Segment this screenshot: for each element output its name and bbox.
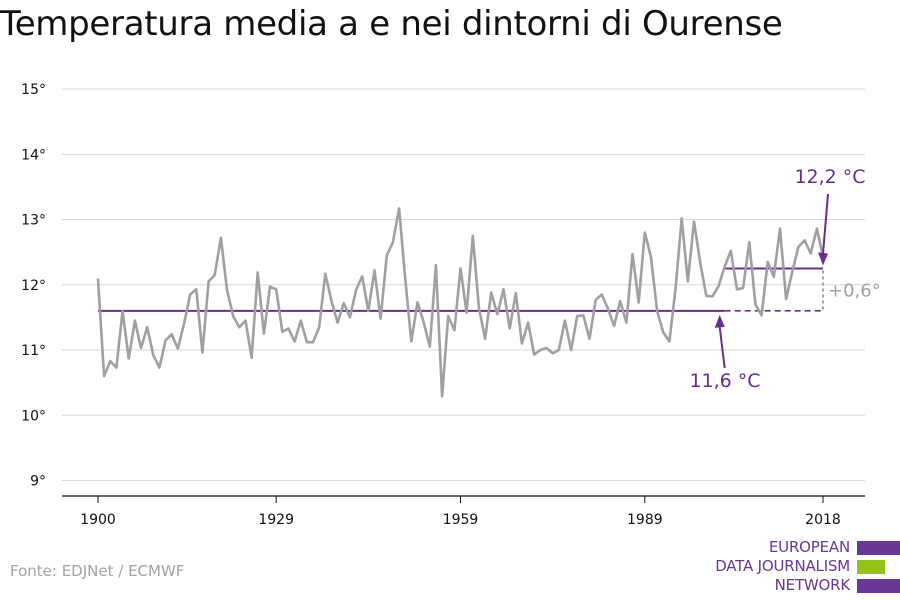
logo-bar-purple-bottom	[857, 579, 900, 593]
average-1-arrow-shaft	[718, 326, 726, 369]
y-tick-label-14: 14°	[21, 147, 46, 163]
edjnet-logo: EUROPEAN DATA JOURNALISM NETWORK	[700, 538, 900, 600]
y-tick-label-15: 15°	[21, 82, 46, 98]
temperature-line	[96, 207, 825, 398]
source-note: Fonte: EDJNet / ECMWF	[10, 562, 185, 580]
x-tick-label-2018: 2018	[805, 512, 841, 528]
x-tick-label-1900: 1900	[80, 512, 116, 528]
x-tick-label-1929: 1929	[258, 512, 294, 528]
logo-bar-purple-top	[857, 541, 900, 555]
y-tick-label-13: 13°	[21, 213, 46, 229]
average-1-arrowhead	[714, 314, 725, 328]
average-2-arrow-shaft	[822, 193, 829, 254]
chart-title: Temperatura media a e nei dintorni di Ou…	[0, 4, 783, 44]
x-axis: 1900 1929 1959 1989 2018	[62, 495, 865, 528]
grid-lines	[62, 88, 865, 481]
y-tick-label-11: 11°	[21, 343, 46, 359]
average-1-label: 11,6 °C	[689, 370, 760, 392]
difference-label: +0,6°	[828, 281, 881, 302]
average-2-arrowhead	[818, 252, 828, 266]
y-tick-label-12: 12°	[21, 278, 46, 294]
logo-bar-green	[857, 560, 885, 574]
x-tick-label-1959: 1959	[443, 512, 479, 528]
logo-line-network: NETWORK	[774, 576, 851, 594]
average-2-label: 12,2 °C	[794, 166, 865, 188]
logo-line-european: EUROPEAN	[768, 538, 850, 556]
y-tick-label-10: 10°	[21, 408, 46, 424]
annotations: +0,6° 11,6 °C 12,2 °C	[689, 166, 880, 392]
temperature-series	[96, 207, 825, 398]
x-tick-label-1989: 1989	[627, 512, 663, 528]
logo-line-data-journalism: DATA JOURNALISM	[715, 557, 850, 575]
y-tick-label-9: 9°	[30, 474, 46, 490]
y-axis-labels: 9° 10° 11° 12° 13° 14° 15°	[21, 82, 46, 490]
